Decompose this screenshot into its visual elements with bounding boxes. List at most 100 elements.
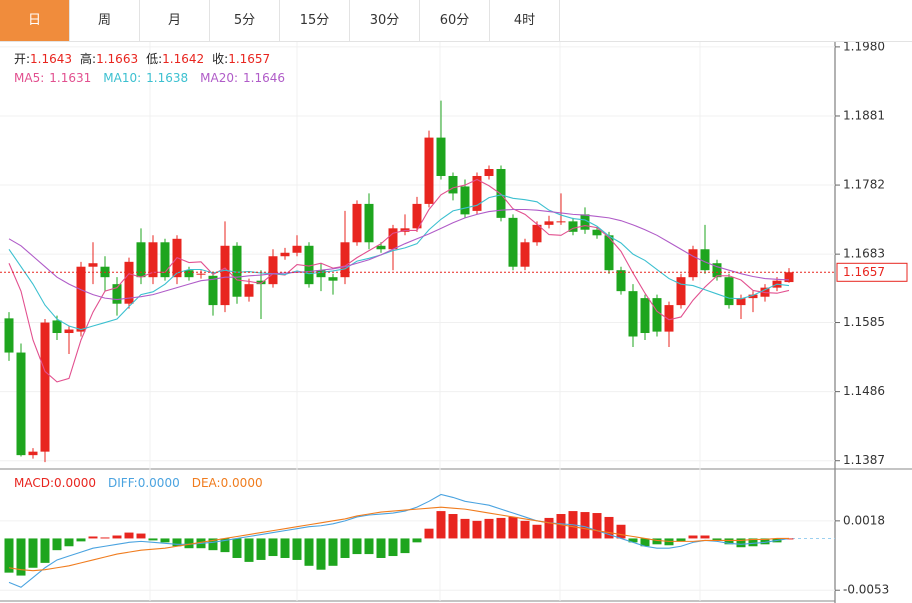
macd-bar <box>688 535 698 539</box>
macd-bar <box>388 538 398 557</box>
candle-body <box>4 318 14 353</box>
info-value: 1.1643 <box>30 52 72 66</box>
macd-bar <box>124 532 134 539</box>
period-tab[interactable]: 5分 <box>210 0 280 41</box>
macd-bar <box>328 538 338 566</box>
candle-body <box>424 137 434 204</box>
y-tick-label: 1.1486 <box>843 384 885 398</box>
macd-bar <box>340 538 350 558</box>
candle-body <box>76 266 86 332</box>
candle-body <box>280 252 290 257</box>
macd-bar <box>16 538 26 576</box>
candle-body <box>784 272 794 283</box>
macd-bar <box>592 513 602 539</box>
macd-bar <box>748 538 758 547</box>
period-tab[interactable]: 月 <box>140 0 210 41</box>
candle-body <box>148 242 158 278</box>
candle-body <box>220 245 230 306</box>
info-name: 开: <box>14 52 30 66</box>
macd-bar <box>760 538 770 545</box>
macd-bar <box>76 538 86 542</box>
period-tab[interactable]: 周 <box>70 0 140 41</box>
macd-bar <box>160 538 170 543</box>
macd-bar <box>580 512 590 539</box>
candle-body <box>184 270 194 278</box>
macd-bar <box>736 538 746 548</box>
candle-body <box>736 298 746 306</box>
candle-body <box>316 270 326 278</box>
ma-legend: MA5: 1.1631 MA10: 1.1638 MA20: 1.1646 <box>14 71 285 85</box>
candle-body <box>52 320 62 334</box>
candle-body <box>304 245 314 285</box>
period-tab[interactable]: 日 <box>0 0 70 41</box>
candle-body <box>508 217 518 267</box>
period-tab[interactable]: 4时 <box>490 0 560 41</box>
candle-body <box>748 294 758 299</box>
candle-body <box>724 277 734 306</box>
candle-body <box>388 228 398 250</box>
macd-bar <box>448 514 458 539</box>
candle-body <box>352 203 362 243</box>
ohlc-info: 开:1.1643 高:1.1663 低:1.1642 收:1.1657 <box>14 51 270 66</box>
candle-body <box>616 270 626 292</box>
candle-body <box>556 221 566 223</box>
candle-body <box>664 305 674 332</box>
macd-bar <box>244 538 254 562</box>
macd-bar <box>460 518 470 539</box>
macd-bar <box>436 511 446 539</box>
macd-bar <box>64 538 74 547</box>
candle-body <box>88 263 98 267</box>
macd-bar <box>640 538 650 547</box>
macd-bar <box>652 538 662 545</box>
legend-value: 0.0000 <box>54 476 96 490</box>
macd-bar <box>316 538 326 570</box>
macd-bar <box>136 533 146 539</box>
period-tab[interactable]: 30分 <box>350 0 420 41</box>
candle-body <box>292 245 302 253</box>
last-price-box <box>836 262 908 282</box>
indicator-line <box>8 493 790 588</box>
candle-body <box>376 245 386 250</box>
info-name: 收: <box>212 52 228 66</box>
period-tab[interactable]: 60分 <box>420 0 490 41</box>
candle-body <box>460 186 470 215</box>
indicator-line <box>8 208 790 301</box>
chart: 1.1980 1.1881 1.1782 1.1683 1.1585 1.1486 1.13… <box>0 42 912 603</box>
candle-body <box>28 451 38 456</box>
macd-bar <box>532 524 542 539</box>
candle-body <box>592 229 602 236</box>
candle-body <box>628 291 638 337</box>
candle-body <box>244 284 254 297</box>
legend-name: MA20: <box>200 71 238 85</box>
macd-bar <box>472 520 482 539</box>
macd-bar <box>280 538 290 558</box>
legend-name: DIFF: <box>108 476 138 490</box>
macd-bar <box>112 535 122 539</box>
period-tab[interactable]: 15分 <box>280 0 350 41</box>
candle-body <box>160 242 170 278</box>
y-tick-label: 1.1585 <box>843 315 885 329</box>
macd-bar <box>628 538 638 543</box>
y-tick-label: 1.1387 <box>843 453 885 467</box>
macd-legend: MACD:0.0000 DIFF:0.0000 DEA:0.0000 <box>14 476 263 490</box>
macd-bar <box>100 537 110 539</box>
candle-body <box>268 256 278 285</box>
macd-bar <box>520 520 530 539</box>
info-value: 1.1642 <box>162 52 204 66</box>
candle-body <box>532 224 542 243</box>
info-value: 1.1657 <box>228 52 270 66</box>
indicator-line <box>8 178 790 383</box>
macd-bar <box>400 538 410 554</box>
macd-bar <box>40 538 50 563</box>
macd-bar <box>712 538 722 541</box>
last-price-label: 1.1657 <box>843 265 885 279</box>
candle-body <box>652 298 662 332</box>
candle-body <box>64 329 74 334</box>
period-tabs: 日周月 5分 15分 30分 60分 4时 <box>0 0 912 42</box>
macd-bar <box>184 538 194 549</box>
macd-bar <box>208 538 218 551</box>
candle-body <box>568 221 578 232</box>
macd-bar <box>508 516 518 539</box>
macd-bar <box>544 517 554 539</box>
